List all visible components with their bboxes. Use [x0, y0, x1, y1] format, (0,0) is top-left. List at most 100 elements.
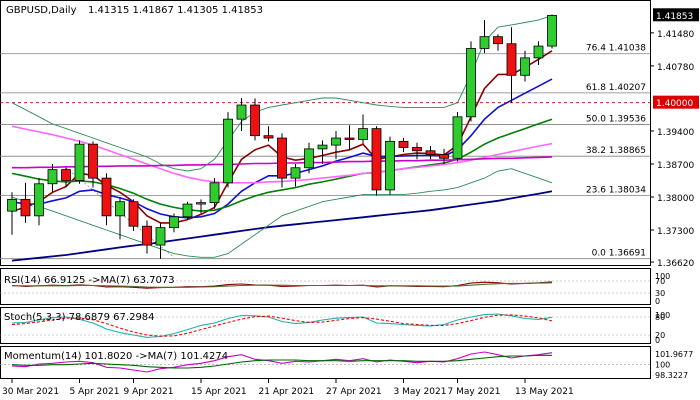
- fib-label-61.8: 61.8 1.40207: [586, 83, 646, 93]
- candle-body: [358, 128, 368, 140]
- panel-tick-label: 70: [655, 277, 665, 286]
- candle-body: [398, 140, 409, 148]
- panel-tick-label: 80: [655, 313, 665, 322]
- indicator-line-1: [12, 282, 553, 288]
- time-tick-label: 3 May 2021: [394, 387, 447, 397]
- candle-body: [506, 43, 517, 76]
- time-tick-label: 15 Apr 2021: [191, 387, 247, 397]
- fib-label-76.4: 76.4 1.41038: [586, 44, 646, 54]
- fib-label-38.2: 38.2 1.38865: [586, 146, 646, 156]
- price-tick-label: 1.37300: [657, 227, 694, 237]
- panel-tick-label: 101.9677: [655, 350, 693, 359]
- candle-body: [142, 225, 152, 246]
- panel-tick-label: 100: [655, 272, 670, 281]
- candle-body: [520, 57, 530, 76]
- candle-body: [493, 36, 503, 45]
- panel-tick-label: 100: [655, 311, 670, 320]
- momentum-title: Momentum(14) 101.8020 ->MA(7) 101.4274: [4, 351, 228, 362]
- candle-body: [88, 143, 98, 179]
- price-tick-label: 1.39400: [657, 128, 694, 138]
- momentum-panel[interactable]: [0, 351, 650, 373]
- time-tick-label: 27 Apr 2021: [326, 387, 382, 397]
- price-axis: 1.41480 1.40780 1.39400 1.38700 1.38000 1.373…: [650, 8, 699, 380]
- marked-level-box: [653, 95, 699, 109]
- candle-body: [115, 201, 125, 217]
- candle-body: [439, 154, 449, 159]
- stoch-panel-frame: [0, 307, 651, 344]
- candle-body: [101, 177, 112, 217]
- time-tick-label: 13 May 2021: [515, 387, 574, 397]
- panel-tick-label: 98.3227: [655, 371, 688, 380]
- indicator-line-0: [11, 351, 553, 373]
- candle-body: [128, 201, 139, 227]
- candle-body: [209, 182, 220, 204]
- time-tick-label: 5 Apr 2021: [70, 387, 120, 397]
- candle-body: [182, 203, 193, 218]
- time-tick-label: 21 Apr 2021: [259, 387, 315, 397]
- candle-body: [277, 137, 287, 179]
- rsi-panel[interactable]: [0, 280, 650, 294]
- panel-tick-label: 0: [655, 336, 660, 345]
- candle-body: [7, 198, 17, 212]
- last-price-box: [653, 8, 699, 22]
- candle-body: [385, 140, 395, 191]
- stoch-title: Stoch(5,3,3) 78.6879 67.2984: [4, 312, 155, 323]
- momentum-panel-frame: [0, 346, 651, 379]
- last-price-label: 1.41853: [656, 12, 693, 22]
- candle-body: [20, 198, 31, 217]
- price-tick-label: 1.40780: [657, 63, 694, 73]
- fib-label-50.0: 50.0 1.39536: [586, 115, 646, 125]
- candle-body: [290, 167, 301, 179]
- indicator-line-1: [11, 354, 552, 369]
- panel-tick-label: 30: [655, 289, 665, 298]
- panel-tick-label: 0: [655, 297, 660, 306]
- fib-label-0.0: 0.0 1.36691: [592, 249, 646, 259]
- candle-body: [250, 104, 260, 137]
- candle-body: [547, 15, 557, 47]
- series-line-7: [11, 168, 553, 258]
- price-tick-label: 1.41480: [657, 30, 694, 40]
- fib-label-23.6: 23.6 1.38034: [586, 185, 646, 195]
- candle-body: [47, 169, 58, 185]
- candle-body: [74, 143, 85, 181]
- candle-body: [155, 227, 166, 246]
- candle-body: [533, 45, 544, 59]
- series-line-6: [11, 14, 553, 172]
- candle-body: [304, 148, 314, 169]
- indicator-line-0: [11, 313, 553, 338]
- price-tick-label: 1.36620: [657, 259, 694, 269]
- time-tick-label: 30 Mar 2021: [2, 387, 59, 397]
- candle-body: [425, 150, 436, 155]
- price-tick-label: 1.38000: [657, 194, 694, 204]
- ohlc-header: 1.41315 1.41867 1.41305 1.41853: [88, 5, 263, 16]
- candle-body: [344, 137, 355, 140]
- series-line-5: [11, 190, 553, 262]
- main-chart-frame: [0, 0, 651, 266]
- time-axis: 30 Mar 2021 5 Apr 2021 9 Apr 2021 15 Apr 20…: [2, 379, 574, 397]
- panel-tick-label: 20: [655, 331, 665, 340]
- price-tick-label: 1.38700: [657, 161, 694, 171]
- candle-body: [236, 104, 247, 120]
- indicator-line-1: [11, 314, 553, 337]
- candle-body: [466, 48, 476, 118]
- time-tick-label: 9 Apr 2021: [124, 387, 174, 397]
- candle-body: [263, 135, 274, 139]
- candle-body: [371, 128, 382, 191]
- indicator-line-0: [11, 281, 553, 289]
- candle-body: [61, 169, 71, 181]
- candle-body: [412, 147, 422, 152]
- rsi-title: RSI(14) 66.9125 ->MA(7) 63.7073: [4, 275, 175, 286]
- candle-body: [331, 137, 341, 146]
- candle-body: [34, 183, 44, 217]
- main-price-chart[interactable]: 76.4 1.41038 61.8 1.40207 50.0 1.39536 38.2…: [0, 14, 650, 262]
- candle-body: [452, 116, 463, 159]
- candle-body: [196, 202, 206, 205]
- time-tick-label: 7 May 2021: [448, 387, 501, 397]
- marked-level-label: 1.40000: [656, 99, 693, 109]
- panel-tick-label: 100: [655, 361, 670, 370]
- rsi-panel-frame: [0, 268, 651, 305]
- stoch-panel[interactable]: [0, 313, 650, 338]
- candle-body: [169, 216, 179, 229]
- candle-body: [479, 36, 490, 49]
